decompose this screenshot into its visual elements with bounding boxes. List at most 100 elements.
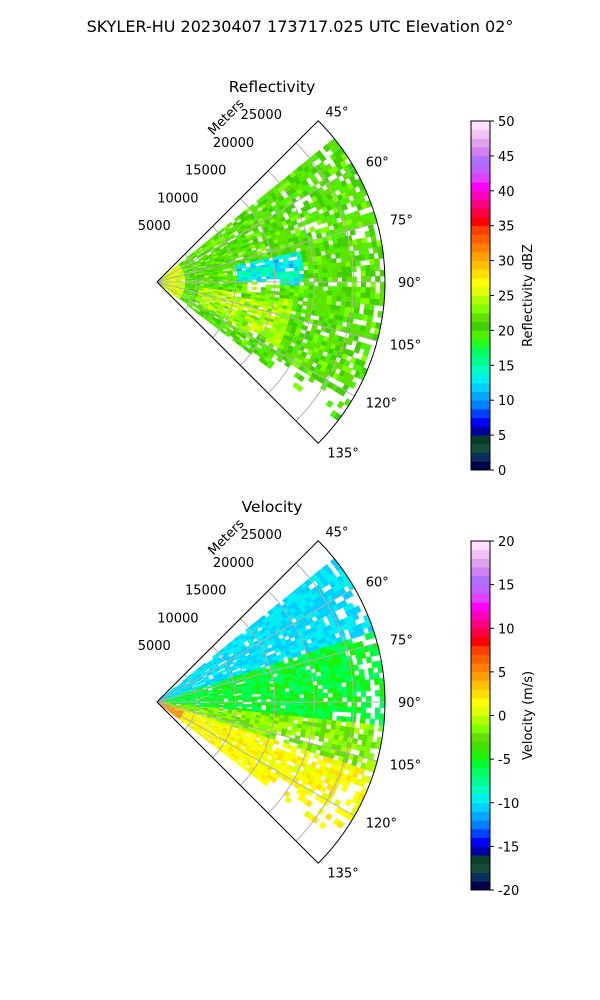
- data-cell: [336, 295, 343, 302]
- colorbar-segment: [471, 741, 490, 751]
- colorbar-segment: [471, 706, 490, 716]
- data-cell: [346, 276, 353, 283]
- data-cells: [156, 558, 386, 830]
- data-cell: [289, 701, 296, 706]
- azimuth-tick-label: 75°: [390, 214, 413, 229]
- data-cell: [355, 685, 362, 692]
- data-cell: [284, 705, 291, 710]
- data-cell: [199, 282, 205, 285]
- range-tick-label: 5000: [138, 639, 171, 654]
- data-cell: [308, 689, 314, 695]
- colorbar-tick-label: 20: [498, 535, 515, 550]
- colorbar-segment: [471, 680, 490, 690]
- data-cell: [327, 687, 333, 694]
- data-cell: [217, 691, 224, 695]
- data-cell: [308, 273, 315, 279]
- data-cell: [307, 685, 314, 691]
- data-cell: [327, 277, 334, 283]
- data-cell: [340, 716, 347, 723]
- data-cell: [365, 276, 372, 283]
- data-cell: [346, 691, 352, 698]
- colorbar-tick-label: 20: [498, 324, 515, 339]
- data-cell: [341, 691, 348, 698]
- data-cell: [280, 698, 286, 703]
- data-cell: [284, 698, 291, 703]
- azimuth-tick-label: 60°: [366, 576, 389, 591]
- data-cell: [224, 331, 231, 338]
- data-cell: [341, 271, 348, 278]
- range-tick-label: 15000: [185, 164, 226, 179]
- colorbar-segment: [471, 365, 490, 375]
- colorbar-segment: [471, 567, 490, 577]
- data-cell: [374, 690, 381, 697]
- data-cell: [327, 710, 333, 717]
- reflectivity-panel: Reflectivity 45°60°75°90°105°120°135°500…: [138, 78, 536, 479]
- colorbar-segment: [471, 671, 490, 681]
- data-cell: [360, 701, 367, 708]
- colorbar-segment: [471, 443, 490, 453]
- data-cell: [255, 690, 262, 695]
- colorbar-segment: [471, 426, 490, 436]
- data-cell: [341, 706, 348, 713]
- data-cell: [317, 710, 324, 716]
- data-cell: [345, 716, 352, 723]
- data-cell: [222, 706, 229, 710]
- range-tick-label: 10000: [157, 611, 198, 626]
- data-cell: [340, 676, 347, 683]
- colorbar-segment: [471, 802, 490, 812]
- reflectivity-title: Reflectivity: [229, 78, 316, 96]
- data-cell: [289, 690, 295, 696]
- colorbar-segment: [471, 872, 490, 882]
- data-cell: [332, 692, 338, 698]
- data-cell: [303, 709, 310, 715]
- range-tick-label: 15000: [185, 584, 226, 599]
- colorbar-tick-label: -20: [498, 884, 519, 899]
- data-cell: [332, 276, 338, 283]
- colorbar-segment: [471, 584, 490, 594]
- data-cell: [251, 696, 258, 700]
- data-cell: [326, 263, 333, 269]
- colorbar-segment: [471, 602, 490, 612]
- data-cell: [276, 356, 283, 363]
- data-cell: [360, 276, 367, 283]
- data-cell: [294, 274, 300, 279]
- data-cell: [369, 718, 376, 726]
- colorbar-segment: [471, 234, 490, 244]
- data-cell: [355, 297, 361, 304]
- data-cell: [336, 691, 343, 698]
- data-cell: [175, 702, 182, 705]
- data-cell: [298, 273, 305, 279]
- colorbar-tick-label: -15: [498, 840, 519, 855]
- data-cell: [336, 291, 343, 297]
- data-cell: [330, 258, 337, 264]
- data-cell: [275, 275, 281, 280]
- data-cell: [326, 683, 333, 689]
- colorbar-segment: [471, 408, 490, 419]
- data-cell: [290, 730, 297, 736]
- data-cell: [368, 253, 375, 260]
- data-cell: [180, 284, 186, 287]
- colorbar-segment: [471, 129, 490, 139]
- azimuth-tick-label: 90°: [398, 276, 421, 291]
- colorbar-segment: [471, 855, 490, 865]
- data-cell: [316, 259, 323, 266]
- colorbar-segment: [471, 654, 490, 664]
- data-cell: [280, 274, 286, 280]
- data-cell: [327, 701, 334, 707]
- data-cell: [308, 285, 315, 291]
- data-cell: [175, 295, 181, 300]
- data-cell: [375, 275, 381, 283]
- data-cell: [332, 696, 338, 703]
- data-cell: [322, 706, 329, 712]
- data-cell: [189, 699, 196, 702]
- data-cell: [308, 697, 315, 703]
- data-cell: [296, 384, 304, 393]
- data-cell: [260, 273, 267, 277]
- data-cell: [275, 284, 281, 289]
- data-cell: [331, 262, 338, 269]
- data-cell: [321, 679, 328, 685]
- data-cell: [208, 288, 214, 292]
- data-cell: [368, 724, 375, 731]
- colorbar-segment: [471, 575, 490, 586]
